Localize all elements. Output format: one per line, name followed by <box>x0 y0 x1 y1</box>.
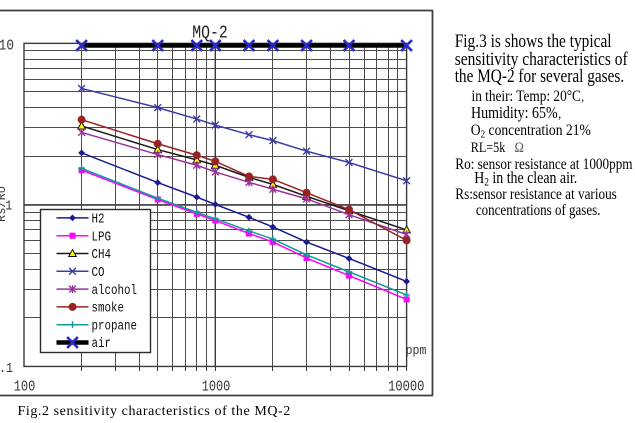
svg-text:1: 1 <box>5 198 12 214</box>
svg-text:0.1: 0.1 <box>0 361 13 377</box>
svg-text:H2: H2 <box>92 213 105 228</box>
svg-text:1000: 1000 <box>202 380 231 396</box>
svg-text:alcohol: alcohol <box>92 284 138 299</box>
svg-text:CO: CO <box>92 266 105 281</box>
svg-text:100: 100 <box>14 380 36 396</box>
svg-text:MQ-2: MQ-2 <box>192 24 228 44</box>
svg-text:LPG: LPG <box>92 230 112 245</box>
svg-text:ppm: ppm <box>406 343 427 358</box>
svg-text:smoke: smoke <box>92 302 125 317</box>
svg-text:Rs/Ro: Rs/Ro <box>0 186 9 222</box>
svg-text:10000: 10000 <box>388 380 424 396</box>
svg-text:propane: propane <box>92 319 138 334</box>
svg-text:CH4: CH4 <box>92 248 112 263</box>
svg-text:air: air <box>92 337 112 352</box>
svg-text:10: 10 <box>0 39 14 55</box>
